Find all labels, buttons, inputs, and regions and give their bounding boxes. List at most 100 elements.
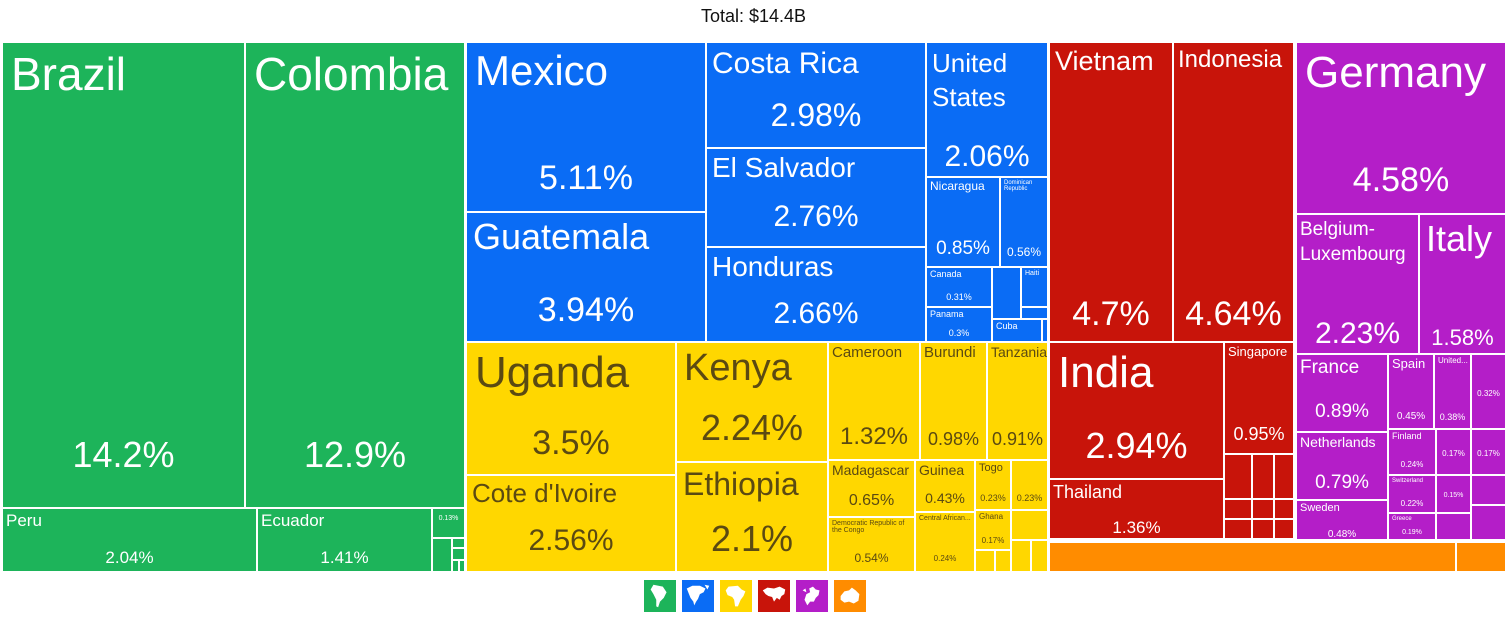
tile-share: 0.31%	[946, 292, 972, 302]
tile-small-africa-11[interactable]	[1011, 510, 1048, 540]
tile-small-asia-21[interactable]	[1252, 519, 1274, 539]
tile-indonesia[interactable]: Indonesia 4.64%	[1173, 42, 1294, 342]
tile-kenya[interactable]: Kenya 2.24%	[676, 342, 828, 462]
tile-honduras[interactable]: Honduras 2.66%	[706, 247, 926, 342]
legend-north-america-button[interactable]	[682, 580, 714, 612]
tile-burundi[interactable]: Burundi 0.98%	[920, 342, 987, 460]
legend-south-america-button[interactable]	[644, 580, 676, 612]
tile-ghana[interactable]: Ghana 0.17%	[975, 510, 1011, 550]
tile-netherlands[interactable]: Netherlands 0.79%	[1296, 432, 1388, 500]
tile-sweden[interactable]: Sweden 0.48%	[1296, 500, 1388, 540]
tile-share: 4.7%	[1072, 295, 1150, 333]
oceania-icon	[835, 581, 865, 611]
tile-europe-unlabeled-10[interactable]: 0.17%	[1436, 429, 1471, 475]
tile-small-north-america-5[interactable]	[992, 267, 1021, 319]
tile-costa-rica[interactable]: Costa Rica 2.98%	[706, 42, 926, 148]
tile-small-south-america-2[interactable]	[452, 548, 465, 560]
tile-label: United States	[932, 48, 1008, 112]
tile-small-europe-24[interactable]	[1471, 475, 1506, 505]
tile-haiti[interactable]: Haiti	[1021, 267, 1048, 307]
tile-canada[interactable]: Canada 0.31%	[926, 267, 992, 307]
tile-small-africa-13[interactable]	[1031, 540, 1048, 572]
tile-small-asia-18[interactable]	[1252, 499, 1274, 519]
tile-finland[interactable]: Finland 0.24%	[1388, 429, 1436, 475]
tile-small-south-america-0[interactable]	[432, 538, 452, 572]
legend-africa-button[interactable]	[720, 580, 752, 612]
tile-italy[interactable]: Italy 1.58%	[1419, 214, 1506, 354]
tile-share: 2.24%	[700, 406, 804, 448]
tile-share: 2.23%	[1314, 317, 1401, 350]
tile-spain[interactable]: Spain 0.45%	[1388, 354, 1434, 429]
tile-peru[interactable]: Peru 2.04%	[2, 508, 257, 572]
tile-ethiopia[interactable]: Ethiopia 2.1%	[676, 462, 828, 572]
legend-asia-button[interactable]	[758, 580, 790, 612]
tile-label: Sweden	[1300, 502, 1340, 514]
tile-germany[interactable]: Germany 4.58%	[1296, 42, 1506, 214]
tile-label: Vietnam	[1055, 46, 1154, 76]
tile-small-africa-10[interactable]	[995, 550, 1011, 572]
tile-united[interactable]: United... 0.38%	[1434, 354, 1471, 429]
tile-small-africa-12[interactable]	[1011, 540, 1031, 572]
tile-small-asia-22[interactable]	[1274, 519, 1294, 539]
tile-cameroon[interactable]: Cameroon 1.32%	[828, 342, 920, 460]
tile-small-south-america-4[interactable]	[459, 560, 465, 572]
tile-thailand[interactable]: Thailand 1.36%	[1049, 479, 1224, 539]
tile-small-north-america-7[interactable]	[1021, 307, 1048, 319]
tile-nicaragua[interactable]: Nicaragua 0.85%	[926, 177, 1000, 267]
tile-small-asia-19[interactable]	[1274, 499, 1294, 519]
tile-brazil[interactable]: Brazil 14.2%	[2, 42, 245, 508]
tile-india[interactable]: India 2.94%	[1049, 342, 1224, 479]
tile-small-europe-23[interactable]	[1436, 513, 1471, 540]
tile-france[interactable]: France 0.89%	[1296, 354, 1388, 432]
tile-south-america-unlabeled-4[interactable]: 0.13%	[432, 508, 465, 538]
tile-europe-unlabeled-13[interactable]: 0.15%	[1436, 475, 1471, 513]
tile-small-oceania-27[interactable]	[1456, 542, 1506, 572]
tile-tanzania[interactable]: Tanzania 0.91%	[987, 342, 1048, 460]
tile-share: 1.32%	[839, 423, 909, 450]
tile-guinea[interactable]: Guinea 0.43%	[915, 460, 975, 512]
tile-share: 1.36%	[1112, 517, 1161, 537]
tile-greece[interactable]: Greece 0.19%	[1388, 513, 1436, 540]
tile-label: Honduras	[712, 251, 834, 282]
tile-central-african[interactable]: Central African... 0.24%	[915, 512, 975, 572]
tile-africa-unlabeled-10[interactable]: 0.23%	[1011, 460, 1048, 510]
tile-small-asia-14[interactable]	[1224, 454, 1252, 499]
tile-singapore[interactable]: Singapore 0.95%	[1224, 342, 1294, 454]
tile-switzerland[interactable]: Switzerland 0.22%	[1388, 475, 1436, 513]
tile-small-south-america-3[interactable]	[452, 560, 459, 572]
tile-share: 0.79%	[1315, 471, 1369, 493]
tile-mexico[interactable]: Mexico 5.11%	[466, 42, 706, 212]
tile-madagascar[interactable]: Madagascar 0.65%	[828, 460, 915, 517]
tile-small-north-america-6[interactable]	[1042, 319, 1048, 342]
tile-small-europe-25[interactable]	[1471, 505, 1506, 540]
tile-cuba[interactable]: Cuba	[992, 319, 1042, 342]
tile-cote-d-ivoire[interactable]: Cote d'Ivoire 2.56%	[466, 475, 676, 572]
legend-europe-button[interactable]	[796, 580, 828, 612]
south-america-icon	[645, 581, 675, 611]
tile-ecuador[interactable]: Ecuador 1.41%	[257, 508, 432, 572]
tile-label: Finland	[1392, 431, 1422, 441]
tile-small-oceania-26[interactable]	[1049, 542, 1456, 572]
tile-belgium-luxembourg[interactable]: Belgium-Luxembourg 2.23%	[1296, 214, 1419, 354]
tile-share: 1.41%	[320, 548, 369, 567]
tile-europe-unlabeled-11[interactable]: 0.17%	[1471, 429, 1506, 475]
tile-panama[interactable]: Panama 0.3%	[926, 307, 992, 342]
tile-democratic-republic-of-the-congo[interactable]: Democratic Republic of the Congo 0.54%	[828, 517, 915, 572]
tile-small-asia-17[interactable]	[1224, 499, 1252, 519]
tile-share: 0.56%	[1006, 245, 1042, 259]
tile-togo[interactable]: Togo 0.23%	[975, 460, 1011, 510]
tile-europe-unlabeled-8[interactable]: 0.32%	[1471, 354, 1506, 429]
tile-vietnam[interactable]: Vietnam 4.7%	[1049, 42, 1173, 342]
tile-dominican-republic[interactable]: Dominican Republic 0.56%	[1000, 177, 1048, 267]
tile-small-asia-15[interactable]	[1252, 454, 1274, 499]
tile-el-salvador[interactable]: El Salvador 2.76%	[706, 148, 926, 247]
tile-small-south-america-1[interactable]	[452, 538, 465, 548]
tile-united-states[interactable]: United States 2.06%	[926, 42, 1048, 177]
tile-colombia[interactable]: Colombia 12.9%	[245, 42, 465, 508]
tile-guatemala[interactable]: Guatemala 3.94%	[466, 212, 706, 342]
tile-uganda[interactable]: Uganda 3.5%	[466, 342, 676, 475]
tile-small-africa-9[interactable]	[975, 550, 995, 572]
tile-small-asia-16[interactable]	[1274, 454, 1294, 499]
legend-oceania-button[interactable]	[834, 580, 866, 612]
tile-small-asia-20[interactable]	[1224, 519, 1252, 539]
